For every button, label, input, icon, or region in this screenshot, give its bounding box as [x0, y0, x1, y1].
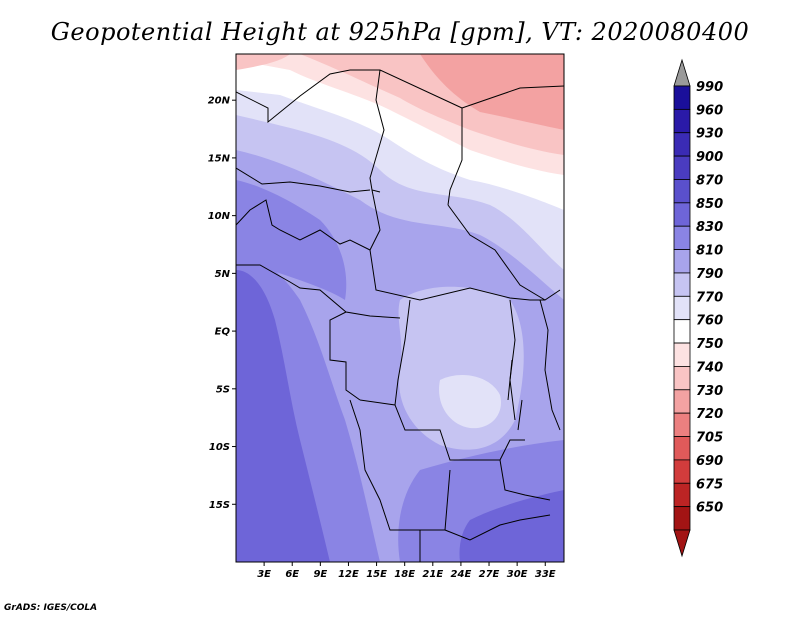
lon-label-24e: 24E: [451, 569, 472, 580]
colorbar-label-740: 740: [696, 360, 723, 375]
lon-label-27e: 27E: [479, 569, 500, 580]
colorbar-label-930: 930: [696, 127, 723, 142]
lon-label-30e: 30E: [507, 569, 528, 580]
colorbar-swatch-650: [673, 506, 691, 531]
colorbar-label-870: 870: [696, 173, 723, 188]
latitude-axis: 20N 15N 10N 5N EQ 5S 10S 15S: [208, 96, 236, 511]
colorbar-swatch-900: [673, 155, 691, 180]
colorbar-label-750: 750: [696, 337, 723, 352]
colorbar-label-850: 850: [696, 197, 723, 212]
colorbar-swatch-990: [673, 85, 691, 110]
colorbar-label-960: 960: [696, 103, 723, 118]
lat-label-10s: 10S: [209, 442, 230, 453]
colorbar-swatch-830: [673, 225, 691, 250]
lon-label-18e: 18E: [394, 569, 415, 580]
colorbar-label-650: 650: [696, 501, 723, 516]
colorbar-label-830: 830: [696, 220, 723, 235]
colorbar-label-900: 900: [696, 150, 723, 165]
longitude-axis: 3E 6E 9E 12E 15E 18E 21E 24E 27E 30E 33E: [257, 562, 556, 580]
colorbar-label-770: 770: [696, 290, 723, 305]
colorbar: 990 960 930 900 870 850 830 810 790 770 760 750 740 7…: [673, 58, 723, 558]
colorbar-label-705: 705: [696, 431, 723, 446]
colorbar-swatch-810: [673, 249, 691, 274]
lat-label-eq: EQ: [215, 327, 231, 338]
colorbar-label-675: 675: [696, 477, 723, 492]
colorbar-top-triangle: [673, 58, 691, 87]
colorbar-label-810: 810: [696, 244, 723, 259]
colorbar-swatch-760: [673, 319, 691, 344]
colorbar-swatch-930: [673, 132, 691, 157]
colorbar-swatch-750: [673, 342, 691, 367]
colorbar-label-730: 730: [696, 384, 723, 399]
country-borders: [236, 69, 564, 562]
height-field: [236, 54, 564, 562]
lon-label-3e: 3E: [257, 569, 271, 580]
lat-label-20n: 20N: [208, 96, 231, 107]
colorbar-swatch-730: [673, 389, 691, 414]
colorbar-label-790: 790: [696, 267, 723, 282]
lon-label-21e: 21E: [422, 569, 443, 580]
colorbar-swatch-705: [673, 436, 691, 461]
lon-label-9e: 9E: [313, 569, 327, 580]
map-title: Geopotential Height at 925hPa [gpm], VT:…: [50, 18, 750, 46]
lat-label-5n: 5N: [215, 269, 231, 280]
colorbar-swatch-790: [673, 272, 691, 297]
lon-label-33e: 33E: [535, 569, 556, 580]
lat-label-15s: 15S: [209, 500, 230, 511]
colorbar-label-720: 720: [696, 407, 723, 422]
colorbar-swatch-690: [673, 459, 691, 484]
lat-label-15n: 15N: [208, 153, 231, 164]
colorbar-swatch-870: [673, 179, 691, 204]
colorbar-bottom-triangle: [673, 529, 691, 558]
colorbar-label-760: 760: [696, 314, 723, 329]
colorbar-label-690: 690: [696, 454, 723, 469]
plot-frame: [235, 53, 565, 563]
lon-label-15e: 15E: [366, 569, 387, 580]
lon-label-6e: 6E: [285, 569, 299, 580]
colorbar-swatch-770: [673, 295, 691, 321]
colorbar-swatch-675: [673, 482, 691, 508]
colorbar-swatch-720: [673, 412, 691, 437]
lat-label-10n: 10N: [208, 211, 231, 222]
colorbar-swatch-740: [673, 366, 691, 391]
colorbar-swatch-850: [673, 202, 691, 227]
colorbar-swatch-960: [673, 108, 691, 134]
colorbar-label-990: 990: [696, 80, 723, 95]
lat-label-5s: 5S: [216, 384, 230, 395]
footer-credit: GrADS: IGES/COLA: [4, 603, 98, 613]
lon-label-12e: 12E: [338, 569, 359, 580]
